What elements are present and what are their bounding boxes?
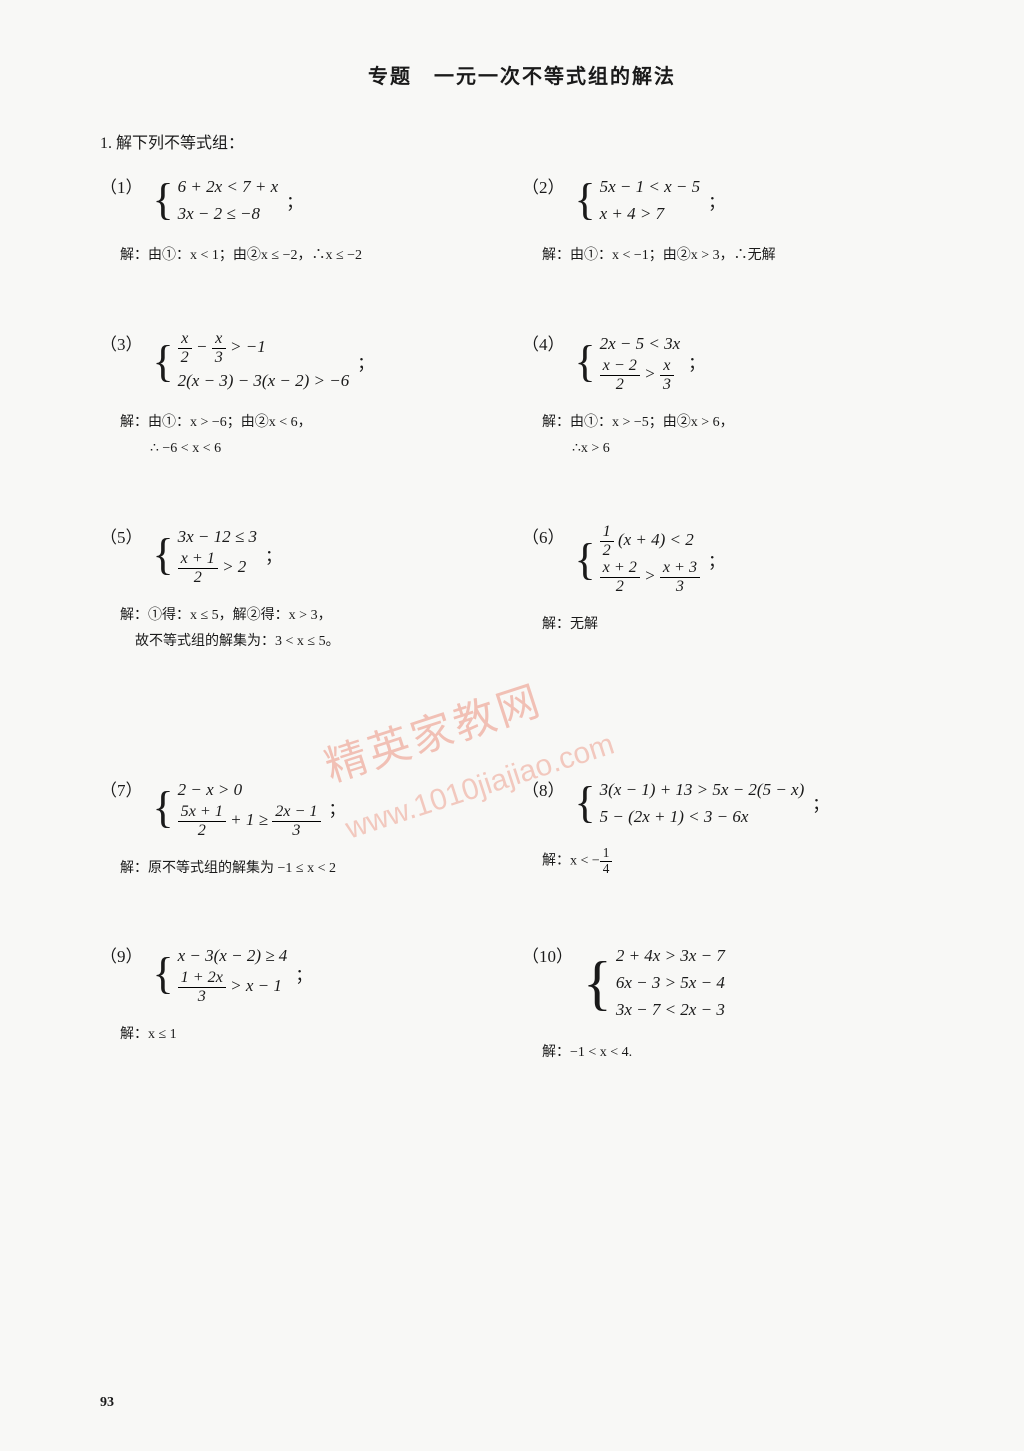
solution: 解：原不等式组的解集为 −1 ≤ x < 2: [100, 856, 502, 883]
semicolon: ；: [286, 188, 303, 213]
solution: 解：由①：x > −5；由②x > 6， ∴x > 6: [522, 410, 924, 463]
problem-col: （7） { 2 − x > 0 5x + 12 + 1 ≥ 2x − 13 ；: [100, 776, 522, 882]
problem-col: （2） { 5x − 1 < x − 5 x + 4 > 7 ； 解：由①：x …: [522, 173, 944, 270]
problem-label: （3）: [100, 330, 143, 355]
problem-body: { 3x − 12 ≤ 3 x + 12 > 2 ；: [153, 523, 282, 587]
problem-body: { 12 (x + 4) < 2 x + 22 > x + 33 ；: [575, 523, 726, 596]
equation: 3(x − 1) + 13 > 5x − 2(5 − x): [600, 776, 805, 803]
equation: 2 + 4x > 3x − 7: [616, 942, 725, 969]
problem-body: { 2 + 4x > 3x − 7 6x − 3 > 5x − 4 3x − 7…: [583, 942, 725, 1024]
equation: 2x − 5 < 3x: [600, 330, 681, 357]
equation: 1 + 2x3 > x − 1: [178, 969, 288, 1006]
semicolon: ；: [688, 349, 705, 374]
semicolon: ；: [295, 961, 312, 986]
brace-icon: {: [575, 783, 596, 823]
solution: 解：x ≤ 1: [100, 1022, 502, 1049]
problem-label: （7）: [100, 776, 143, 801]
problem-body: { x − 3(x − 2) ≥ 4 1 + 2x3 > x − 1 ；: [153, 942, 313, 1006]
equation: 6 + 2x < 7 + x: [178, 173, 279, 200]
page-title: 专题 一元一次不等式组的解法: [100, 60, 944, 89]
equation: x + 4 > 7: [600, 200, 701, 227]
semicolon: ；: [329, 795, 346, 820]
solution: 解：①得：x ≤ 5，解②得：x > 3， 故不等式组的解集为：3 < x ≤ …: [100, 603, 502, 656]
problem-col: （8） { 3(x − 1) + 13 > 5x − 2(5 − x) 5 − …: [522, 776, 944, 882]
problem-body: { 6 + 2x < 7 + x 3x − 2 ≤ −8 ；: [153, 173, 304, 227]
problem-body: { x2 − x3 > −1 2(x − 3) − 3(x − 2) > −6 …: [153, 330, 375, 394]
problem-body: { 3(x − 1) + 13 > 5x − 2(5 − x) 5 − (2x …: [575, 776, 830, 830]
problem-label: （8）: [522, 776, 565, 801]
brace-icon: {: [153, 180, 174, 220]
problem-label: （6）: [522, 523, 565, 548]
problem-col: （10） { 2 + 4x > 3x − 7 6x − 3 > 5x − 4 3…: [522, 942, 944, 1066]
semicolon: ；: [708, 547, 725, 572]
equation: x2 − x3 > −1: [178, 330, 350, 367]
problem-label: （2）: [522, 173, 565, 198]
problem-body: { 5x − 1 < x − 5 x + 4 > 7 ；: [575, 173, 726, 227]
problem-label: （10）: [522, 942, 573, 967]
equation: x + 12 > 2: [178, 550, 257, 587]
semicolon: ；: [357, 349, 374, 374]
equation: 2(x − 3) − 3(x − 2) > −6: [178, 367, 350, 394]
problem-col: （4） { 2x − 5 < 3x x − 22 > x3 ；: [522, 330, 944, 463]
equation: x + 22 > x + 33: [600, 559, 700, 596]
equation: 3x − 7 < 2x − 3: [616, 996, 725, 1023]
problem-body: { 2 − x > 0 5x + 12 + 1 ≥ 2x − 13 ；: [153, 776, 346, 840]
problem-label: （1）: [100, 173, 143, 198]
equation: x − 22 > x3: [600, 357, 681, 394]
equation: 3x − 12 ≤ 3: [178, 523, 257, 550]
equation: 12 (x + 4) < 2: [600, 523, 700, 560]
problem-body: { 2x − 5 < 3x x − 22 > x3 ；: [575, 330, 706, 394]
problem-row: （1） { 6 + 2x < 7 + x 3x − 2 ≤ −8 ； 解：由①：…: [100, 173, 944, 270]
solution: 解：无解: [522, 612, 924, 639]
equation: x − 3(x − 2) ≥ 4: [178, 942, 288, 969]
page-number: 93: [100, 1395, 114, 1411]
problem-row: （5） { 3x − 12 ≤ 3 x + 12 > 2 ； 解：①得：x ≤ …: [100, 523, 944, 656]
problem-label: （5）: [100, 523, 143, 548]
question-intro: 1. 解下列不等式组：: [100, 129, 944, 153]
semicolon: ；: [708, 188, 725, 213]
brace-icon: {: [575, 540, 596, 580]
equation: 3x − 2 ≤ −8: [178, 200, 279, 227]
problem-col: （6） { 12 (x + 4) < 2 x + 22 > x + 33: [522, 523, 944, 656]
brace-icon: {: [583, 956, 612, 1010]
problem-col: （9） { x − 3(x − 2) ≥ 4 1 + 2x3 > x − 1 ；…: [100, 942, 522, 1066]
brace-icon: {: [153, 788, 174, 828]
equation: 2 − x > 0: [178, 776, 321, 803]
problem-row: （3） { x2 − x3 > −1 2(x − 3) − 3(x − 2) >…: [100, 330, 944, 463]
problem-label: （9）: [100, 942, 143, 967]
semicolon: ；: [265, 542, 282, 567]
solution: 解：x < −14: [522, 846, 924, 876]
brace-icon: {: [575, 342, 596, 382]
brace-icon: {: [153, 535, 174, 575]
brace-icon: {: [575, 180, 596, 220]
problem-row: （9） { x − 3(x − 2) ≥ 4 1 + 2x3 > x − 1 ；…: [100, 942, 944, 1066]
brace-icon: {: [153, 954, 174, 994]
problem-col: （5） { 3x − 12 ≤ 3 x + 12 > 2 ； 解：①得：x ≤ …: [100, 523, 522, 656]
semicolon: ；: [812, 790, 829, 815]
problem-col: （1） { 6 + 2x < 7 + x 3x − 2 ≤ −8 ； 解：由①：…: [100, 173, 522, 270]
brace-icon: {: [153, 342, 174, 382]
problems-container: （1） { 6 + 2x < 7 + x 3x − 2 ≤ −8 ； 解：由①：…: [100, 173, 944, 1126]
equation: 5x − 1 < x − 5: [600, 173, 701, 200]
problem-label: （4）: [522, 330, 565, 355]
solution: 解：由①：x < 1；由②x ≤ −2，∴x ≤ −2: [100, 243, 502, 270]
solution: 解：−1 < x < 4.: [522, 1040, 924, 1067]
equation: 5 − (2x + 1) < 3 − 6x: [600, 803, 805, 830]
problem-col: （3） { x2 − x3 > −1 2(x − 3) − 3(x − 2) >…: [100, 330, 522, 463]
equation: 6x − 3 > 5x − 4: [616, 969, 725, 996]
problem-row: （7） { 2 − x > 0 5x + 12 + 1 ≥ 2x − 13 ；: [100, 776, 944, 882]
solution: 解：由①：x > −6；由②x < 6， ∴ −6 < x < 6: [100, 410, 502, 463]
equation: 5x + 12 + 1 ≥ 2x − 13: [178, 803, 321, 840]
solution: 解：由①：x < −1；由②x > 3，∴无解: [522, 243, 924, 270]
